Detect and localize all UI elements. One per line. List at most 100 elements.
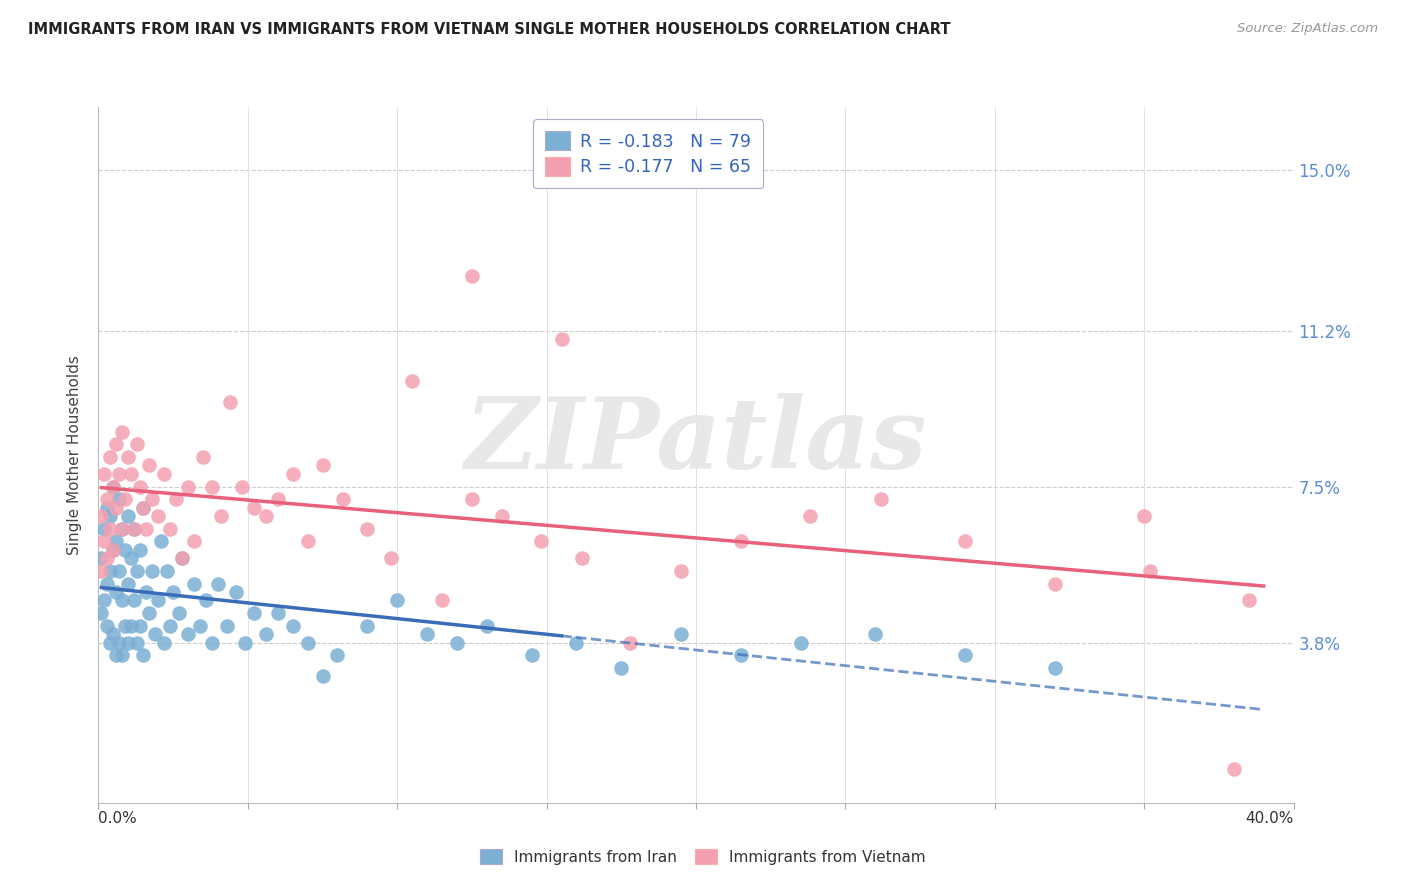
Point xyxy=(183,576,205,591)
Point xyxy=(191,450,214,464)
Text: 0.0%: 0.0% xyxy=(98,811,138,826)
Point xyxy=(1133,509,1156,524)
Point xyxy=(799,509,821,524)
Point xyxy=(103,542,125,557)
Point xyxy=(117,509,139,524)
Point xyxy=(111,425,134,439)
Point xyxy=(201,479,224,493)
Point xyxy=(124,522,146,536)
Point xyxy=(153,635,176,649)
Point xyxy=(254,509,277,524)
Point xyxy=(108,467,131,481)
Point xyxy=(461,268,484,283)
Point xyxy=(165,492,187,507)
Point xyxy=(111,522,134,536)
Point xyxy=(111,522,134,536)
Point xyxy=(93,593,115,607)
Point xyxy=(96,492,118,507)
Point xyxy=(93,467,115,481)
Point xyxy=(491,509,513,524)
Point xyxy=(120,551,142,566)
Point xyxy=(108,564,131,578)
Point xyxy=(150,534,173,549)
Point xyxy=(129,479,152,493)
Point xyxy=(132,500,155,515)
Point xyxy=(416,627,439,641)
Point xyxy=(870,492,893,507)
Point xyxy=(138,606,160,620)
Point xyxy=(111,648,134,663)
Point xyxy=(132,648,155,663)
Point xyxy=(1043,576,1066,591)
Point xyxy=(225,585,247,599)
Point xyxy=(148,509,170,524)
Point xyxy=(103,479,125,493)
Point xyxy=(127,564,149,578)
Point xyxy=(90,564,112,578)
Point xyxy=(96,500,118,515)
Point xyxy=(90,509,112,524)
Point xyxy=(475,618,498,632)
Point xyxy=(311,669,333,683)
Text: Source: ZipAtlas.com: Source: ZipAtlas.com xyxy=(1237,22,1378,36)
Point xyxy=(401,374,423,388)
Point xyxy=(953,648,976,663)
Point xyxy=(103,479,125,493)
Point xyxy=(281,618,304,632)
Point xyxy=(177,627,200,641)
Point xyxy=(177,479,200,493)
Point xyxy=(100,564,122,578)
Point xyxy=(117,635,139,649)
Point xyxy=(105,585,128,599)
Point xyxy=(730,648,752,663)
Point xyxy=(332,492,354,507)
Point xyxy=(297,635,319,649)
Point xyxy=(430,593,453,607)
Point xyxy=(132,500,155,515)
Point xyxy=(231,479,253,493)
Point xyxy=(114,618,136,632)
Point xyxy=(167,606,190,620)
Point xyxy=(297,534,319,549)
Legend: Immigrants from Iran, Immigrants from Vietnam: Immigrants from Iran, Immigrants from Vi… xyxy=(474,843,932,871)
Point xyxy=(129,618,152,632)
Point xyxy=(120,467,142,481)
Point xyxy=(789,635,811,649)
Point xyxy=(108,492,131,507)
Point xyxy=(111,593,134,607)
Point xyxy=(159,618,181,632)
Point xyxy=(114,542,136,557)
Text: ZIPatlas: ZIPatlas xyxy=(465,392,927,489)
Point xyxy=(865,627,887,641)
Point xyxy=(311,458,333,473)
Point xyxy=(96,618,118,632)
Point xyxy=(159,522,181,536)
Point xyxy=(93,534,115,549)
Point xyxy=(127,437,149,451)
Text: 40.0%: 40.0% xyxy=(1246,811,1294,826)
Point xyxy=(529,534,551,549)
Point xyxy=(243,606,266,620)
Point xyxy=(100,522,122,536)
Point xyxy=(156,564,179,578)
Point xyxy=(1139,564,1161,578)
Point xyxy=(120,618,142,632)
Point xyxy=(105,648,128,663)
Point xyxy=(730,534,752,549)
Point xyxy=(135,585,157,599)
Point xyxy=(105,534,128,549)
Point xyxy=(1043,661,1066,675)
Point xyxy=(172,551,194,566)
Point xyxy=(100,635,122,649)
Point xyxy=(281,467,304,481)
Point xyxy=(143,627,166,641)
Point xyxy=(267,492,290,507)
Point xyxy=(254,627,277,641)
Point xyxy=(669,564,692,578)
Point xyxy=(610,661,633,675)
Point xyxy=(127,635,149,649)
Point xyxy=(96,576,118,591)
Point xyxy=(565,635,588,649)
Point xyxy=(385,593,409,607)
Point xyxy=(233,635,256,649)
